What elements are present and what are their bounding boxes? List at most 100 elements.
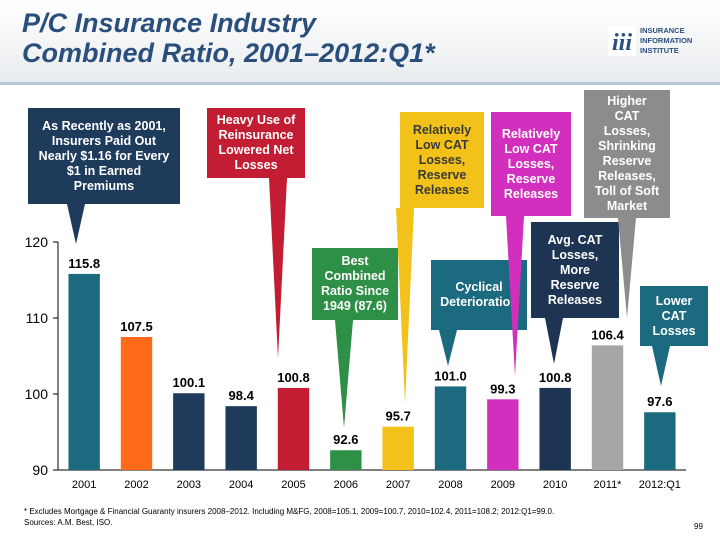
x-tick-label-2002: 2002 xyxy=(124,479,148,491)
callout-2011-line-8: Market xyxy=(606,199,648,213)
bar-2010 xyxy=(539,387,571,470)
callout-2010-line-3: More xyxy=(560,262,590,277)
callout-2007-pointer xyxy=(396,208,414,404)
iii-logo-icon: iii xyxy=(608,26,636,56)
x-tick-label-2007: 2007 xyxy=(386,479,410,491)
x-tick-label-2004: 2004 xyxy=(229,479,253,491)
x-tick-label-2008: 2008 xyxy=(438,479,462,491)
bar-2012:Q1 xyxy=(644,412,676,470)
footnote-line-1: * Excludes Mortgage & Financial Guaranty… xyxy=(24,507,555,516)
callout-2007-line-2: Low CAT xyxy=(415,137,469,152)
bar-2001 xyxy=(68,273,100,470)
callout-2010: Avg. CAT Losses, More Reserve Releases xyxy=(531,222,619,318)
logo-wordmark: INSURANCE INFORMATION INSTITUTE xyxy=(640,26,692,56)
callout-2010-pointer xyxy=(545,318,563,364)
x-tick-label-2009: 2009 xyxy=(491,479,515,491)
callout-2004-line-3: Lowered Net xyxy=(218,143,294,157)
callout-2010-line-5: Releases xyxy=(547,292,603,307)
callout-2006-line-1: Best xyxy=(341,254,369,268)
bar-2008 xyxy=(434,386,467,470)
y-tick-label-1: 100 xyxy=(25,386,49,402)
logo-mark-text: iii xyxy=(612,30,632,56)
callout-2009-line-3: Losses, xyxy=(507,156,555,171)
callout-2004-line-2: Reinsurance xyxy=(218,128,294,142)
value-label-2003: 100.1 xyxy=(173,375,206,390)
footnote-sources: Sources: A.M. Best, ISO. xyxy=(24,518,113,527)
callout-2004-line-4: Losses xyxy=(234,158,278,172)
x-tick-label-2006: 2006 xyxy=(334,479,358,491)
bar-2007 xyxy=(382,426,414,470)
callout-2004: Heavy Use of Reinsurance Lowered Net Los… xyxy=(207,108,305,178)
callout-2007-line-4: Reserve xyxy=(417,167,467,182)
bar-2009 xyxy=(487,399,519,470)
callout-2009: Relatively Low CAT Losses, Reserve Relea… xyxy=(491,112,571,216)
page-title: P/C Insurance Industry Combined Ratio, 2… xyxy=(22,8,435,68)
x-tick-label-2010: 2010 xyxy=(543,479,567,491)
callout-2009-pointer xyxy=(506,216,524,376)
logo-line-2: INFORMATION xyxy=(640,36,693,45)
callout-2011-line-1: Higher xyxy=(607,94,647,108)
callout-2004-pointer xyxy=(269,178,287,358)
value-label-2005: 100.8 xyxy=(277,370,310,385)
value-label-2011*: 106.4 xyxy=(591,327,624,342)
value-label-2004: 98.4 xyxy=(229,388,255,403)
title-line-1: P/C Insurance Industry xyxy=(22,8,317,38)
value-label-2001: 115.8 xyxy=(68,256,100,271)
callout-2009-line-1: Relatively xyxy=(501,126,561,141)
callout-2004-line-1: Heavy Use of xyxy=(216,113,296,127)
x-tick-label-2003: 2003 xyxy=(177,479,201,491)
callout-2001-line-5: Premiums xyxy=(73,178,135,193)
title-line-2: Combined Ratio, 2001–2012:Q1* xyxy=(22,38,435,68)
callout-2011-line-7: Toll of Soft xyxy=(594,184,660,198)
bar-2011* xyxy=(591,345,624,470)
x-tick-label-2012:Q1: 2012:Q1 xyxy=(639,479,681,491)
x-tick-label-2011*: 2011* xyxy=(594,479,623,491)
bar-2004 xyxy=(225,406,257,470)
callout-2008-line-1: Cyclical xyxy=(455,280,503,294)
callout-2001-line-2: Insurers Paid Out xyxy=(51,133,157,148)
callout-2011-line-6: Releases, xyxy=(598,169,656,183)
callout-2006-line-4: 1949 (87.6) xyxy=(323,299,387,313)
callout-2011-line-5: Reserve xyxy=(602,154,652,168)
callout-2001-line-1: As Recently as 2001, xyxy=(42,118,166,133)
callout-2009-line-2: Low CAT xyxy=(504,141,558,156)
callout-2011-pointer xyxy=(618,218,636,318)
value-label-2010: 100.8 xyxy=(539,370,572,385)
callout-2012-pointer xyxy=(652,346,670,386)
bar-2002 xyxy=(120,337,153,470)
bar-2003 xyxy=(173,393,205,470)
callout-2010-line-1: Avg. CAT xyxy=(547,232,603,247)
callout-2009-line-4: Reserve xyxy=(506,171,556,186)
callout-2007-line-5: Releases xyxy=(414,182,470,197)
callout-2011-line-2: CAT xyxy=(614,109,640,123)
callout-2008-line-2: Deterioration xyxy=(440,295,518,309)
iii-logo: iii INSURANCE INFORMATION INSTITUTE xyxy=(608,24,716,60)
footnote: * Excludes Mortgage & Financial Guaranty… xyxy=(24,506,554,528)
y-tick-label-3: 120 xyxy=(25,234,49,250)
value-label-2002: 107.5 xyxy=(120,319,153,334)
callout-2001-pointer xyxy=(67,204,85,244)
callout-2001: As Recently as 2001, Insurers Paid Out N… xyxy=(28,108,180,204)
x-tick-label-2001: 2001 xyxy=(72,479,96,491)
callout-2009-line-5: Releases xyxy=(503,186,559,201)
callout-2007-line-3: Losses, xyxy=(418,152,466,167)
callout-2011: Higher CAT Losses, Shrinking Reserve Rel… xyxy=(584,90,670,218)
header-band xyxy=(0,0,720,82)
callout-2008-pointer xyxy=(439,330,457,366)
callout-2010-line-4: Reserve xyxy=(550,277,600,292)
y-tick-label-2: 110 xyxy=(26,310,49,326)
page-number: 99 xyxy=(694,522,703,531)
callout-2010-line-2: Losses, xyxy=(551,247,599,262)
logo-line-1: INSURANCE xyxy=(640,26,685,35)
bar-2005 xyxy=(277,387,310,470)
callout-2006-pointer xyxy=(335,320,353,428)
callout-2006: Best Combined Ratio Since 1949 (87.6) xyxy=(312,248,398,320)
value-label-2009: 99.3 xyxy=(490,381,515,396)
x-tick-label-2005: 2005 xyxy=(281,479,305,491)
callout-2001-line-3: Nearly $1.16 for Every xyxy=(38,148,170,163)
value-label-2008: 101.0 xyxy=(434,368,467,383)
value-label-2007: 95.7 xyxy=(386,409,411,424)
callout-2012-line-1: Lower xyxy=(655,293,693,308)
callout-2012-line-3: Losses xyxy=(652,323,696,338)
